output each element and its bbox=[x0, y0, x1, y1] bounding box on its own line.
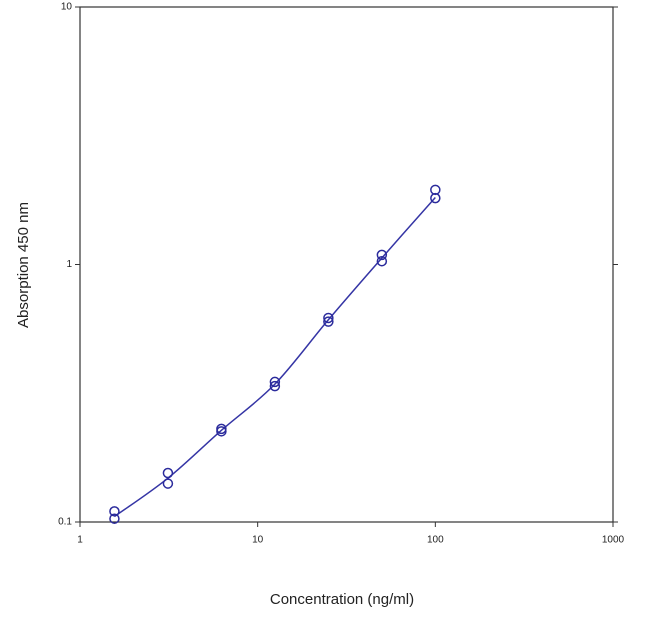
y-tick-label: 1 bbox=[66, 259, 72, 270]
data-point bbox=[323, 316, 334, 327]
data-point bbox=[109, 506, 120, 517]
y-tick-label: 0.1 bbox=[58, 517, 72, 528]
x-tick-label: 10 bbox=[252, 535, 264, 546]
x-tick-label: 100 bbox=[427, 535, 444, 546]
data-point bbox=[269, 380, 281, 392]
data-point bbox=[109, 513, 120, 524]
y-axis-label: Absorption 450 nm bbox=[15, 202, 32, 328]
data-point bbox=[216, 426, 227, 437]
x-axis-label: Concentration (ng/ml) bbox=[270, 591, 414, 608]
y-tick-label: 10 bbox=[61, 2, 73, 13]
x-tick-label: 1000 bbox=[602, 535, 625, 546]
data-point bbox=[162, 478, 174, 489]
x-tick-label: 1 bbox=[77, 535, 83, 546]
data-point bbox=[376, 255, 388, 267]
data-point bbox=[376, 249, 388, 261]
data-point bbox=[430, 192, 441, 204]
data-point bbox=[162, 467, 174, 479]
data-point bbox=[323, 312, 334, 324]
data-point bbox=[269, 376, 281, 388]
